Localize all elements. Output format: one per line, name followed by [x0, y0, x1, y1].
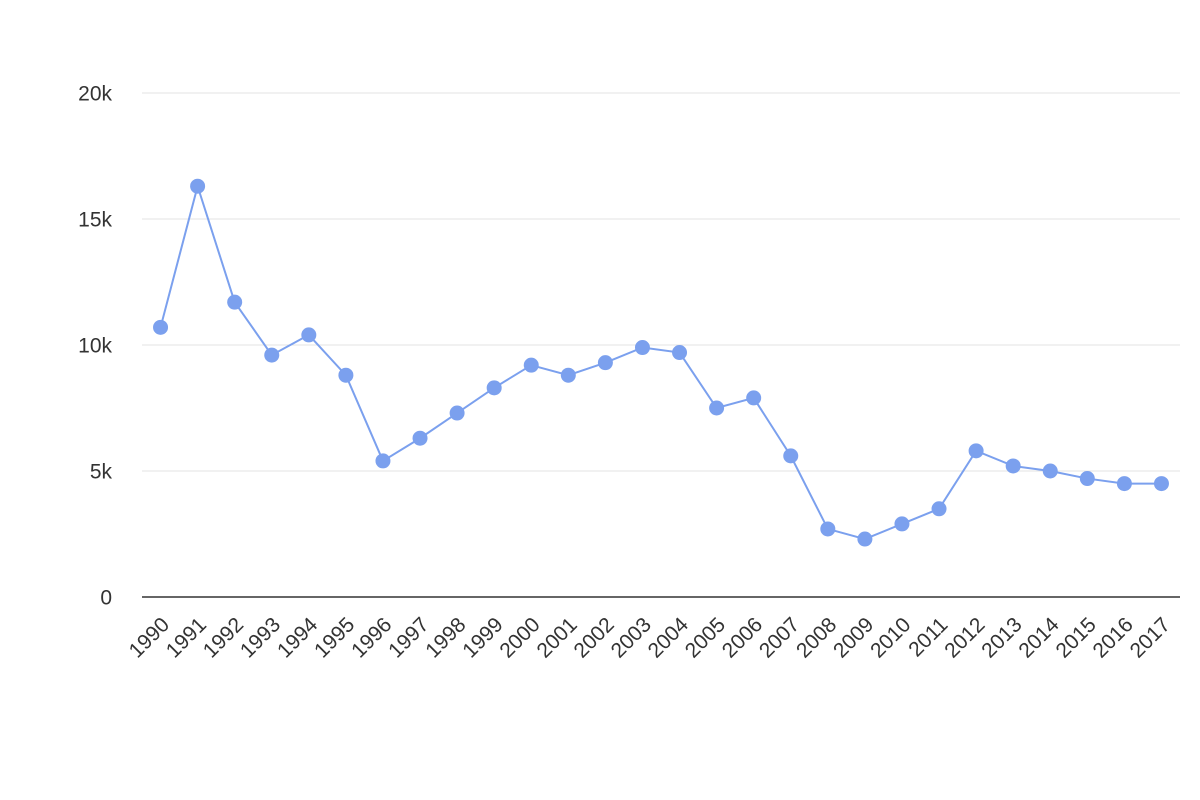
point: [857, 531, 873, 547]
x-tick-label: 2000: [495, 613, 544, 662]
x-tick-label: 2009: [829, 613, 878, 662]
x-tick-label: 2005: [681, 613, 730, 662]
x-tick-label: 2010: [866, 613, 915, 662]
x-tick-label: 1990: [125, 613, 174, 662]
x-tick-label: 2016: [1089, 613, 1138, 662]
x-tick-label: 1991: [162, 613, 211, 662]
point: [820, 521, 836, 537]
point: [1153, 476, 1169, 492]
point: [412, 430, 428, 446]
point: [634, 340, 650, 356]
point: [783, 448, 799, 464]
point: [597, 355, 613, 371]
x-tick-label: 2013: [977, 613, 1026, 662]
point: [1116, 476, 1132, 492]
x-tick-label: 2014: [1014, 613, 1064, 663]
point: [523, 357, 539, 373]
x-tick-label: 2002: [570, 613, 619, 662]
point: [301, 327, 317, 343]
point: [338, 367, 354, 383]
point: [931, 501, 947, 517]
y-tick-label: 0: [100, 587, 112, 610]
point: [153, 319, 169, 335]
point: [486, 380, 502, 396]
x-tick-label: 1999: [458, 613, 507, 662]
x-tick-label: 1992: [199, 613, 248, 662]
x-tick-label: 1994: [273, 613, 323, 663]
x-tick-label: 2012: [940, 613, 989, 662]
x-tick-label: 2007: [755, 613, 804, 662]
x-tick-label: 1997: [384, 613, 433, 662]
point: [1079, 471, 1095, 487]
x-tick-label: 2006: [718, 613, 767, 662]
point: [1042, 463, 1058, 479]
line: [159, 182, 1162, 541]
point: [375, 453, 391, 469]
y-tick-label: 5k: [90, 461, 113, 484]
point: [1005, 458, 1021, 474]
point: [449, 405, 465, 421]
x-tick-label: 2004: [644, 613, 694, 663]
x-tick-label: 2015: [1051, 613, 1100, 662]
x-tick-label: 2003: [607, 613, 656, 662]
x-tick-label: 1996: [347, 613, 396, 662]
point: [227, 294, 243, 310]
point: [968, 443, 984, 459]
y-tick-label: 15k: [78, 209, 112, 232]
point: [894, 516, 910, 532]
x-tick-label: 2001: [532, 613, 581, 662]
point: [560, 367, 576, 383]
y-tick-label: 20k: [78, 83, 112, 106]
x-tick-label: 1998: [421, 613, 470, 662]
point: [190, 178, 206, 194]
point: [709, 400, 725, 416]
x-tick-label: 1995: [310, 613, 359, 662]
point: [746, 390, 762, 406]
point: [264, 347, 280, 363]
x-tick-label: 1993: [236, 613, 285, 662]
y-tick-label: 10k: [78, 335, 112, 358]
point: [672, 345, 688, 361]
x-tick-label: 2017: [1126, 613, 1175, 662]
x-tick-label: 2011: [904, 613, 952, 661]
x-tick-label: 2008: [792, 613, 841, 662]
